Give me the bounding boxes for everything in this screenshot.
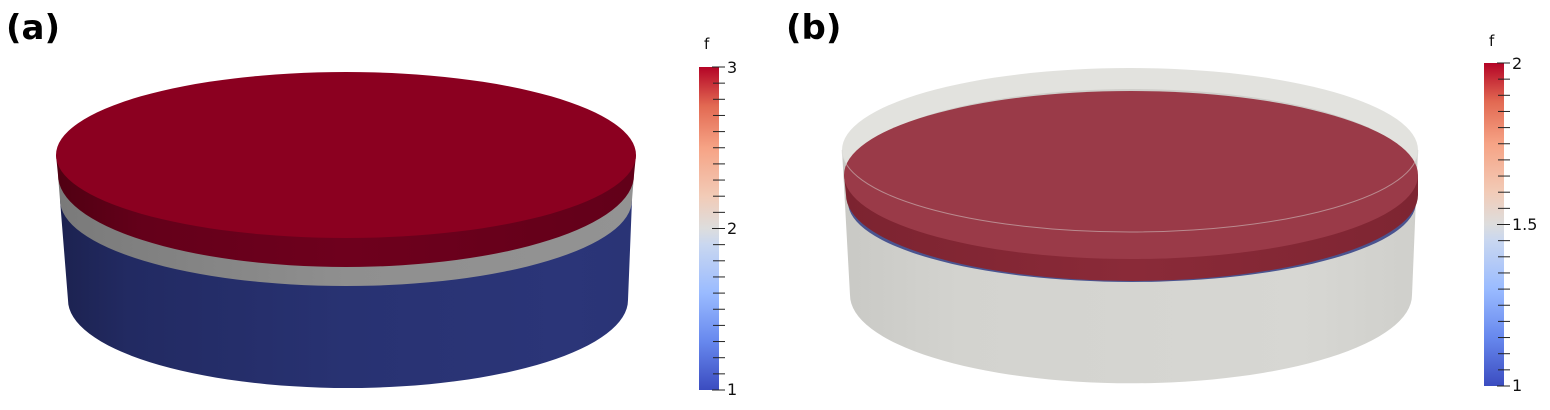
- panel-b-shell-front-rim: [841, 149, 1419, 233]
- panel-b-tick-label-min: 1: [1512, 376, 1522, 395]
- panel-b-colorbar-ticks: [1497, 62, 1510, 387]
- panel-b-cylinder: [841, 68, 1419, 384]
- panel-a-colorbar-title: f: [704, 35, 710, 53]
- panel-a-cylinder: [56, 72, 636, 388]
- panel-b-tick-label-max: 2: [1512, 54, 1522, 73]
- panel-a-tick-label-min: 1: [727, 380, 737, 399]
- panel-b-red-top: [844, 91, 1418, 259]
- panel-a-tick-label-max: 3: [727, 58, 737, 77]
- panel-b-tick-label-mid: 1.5: [1512, 215, 1537, 234]
- panel-a-label: (a): [6, 8, 61, 48]
- panel-a-colorbar-ticks: [712, 66, 725, 391]
- panel-a-tick-label-mid: 2: [727, 219, 737, 238]
- panel-b-colorbar-title: f: [1489, 32, 1495, 50]
- panel-a-colorbar: f 3 2 1: [699, 35, 737, 399]
- panel-b-label: (b): [786, 8, 842, 48]
- panel-b-colorbar: f 2 1.5 1: [1484, 32, 1537, 395]
- panel-a-red-top: [56, 72, 636, 238]
